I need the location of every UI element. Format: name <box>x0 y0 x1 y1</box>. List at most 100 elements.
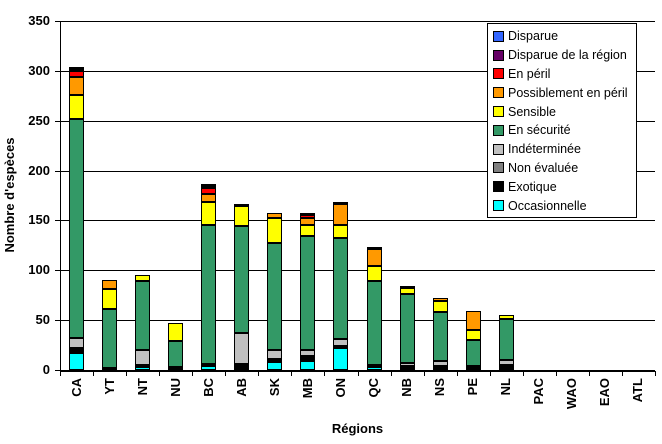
legend-swatch-icon <box>493 143 504 155</box>
bar-segment <box>432 368 448 370</box>
bar-segment <box>300 213 316 215</box>
y-tick-label: 200 <box>28 162 50 178</box>
bar-segment <box>69 77 85 95</box>
bar-segment <box>201 186 217 188</box>
bar-segment <box>300 361 316 370</box>
bar-segment <box>102 368 118 370</box>
gridline-350 <box>60 21 655 22</box>
y-tick-label: 50 <box>35 312 50 328</box>
x-category-label: PAC <box>531 378 547 405</box>
bar-segment <box>168 323 184 341</box>
legend-swatch-icon <box>493 106 504 118</box>
bar-segment <box>135 367 151 370</box>
legend-label: Exotique <box>508 179 557 194</box>
legend-swatch-icon <box>493 49 504 61</box>
gridline-100 <box>60 270 655 272</box>
bar-YT <box>102 280 118 370</box>
bar-segment <box>432 361 448 366</box>
legend-label: En sécurité <box>508 123 571 138</box>
x-category-label: QC <box>366 378 382 398</box>
bar-segment <box>498 360 514 365</box>
x-tick <box>522 371 524 376</box>
bar-segment <box>69 353 85 370</box>
bar-segment <box>366 266 382 281</box>
y-tick-label: 100 <box>28 262 50 278</box>
bar-segment <box>69 69 85 71</box>
bar-segment <box>399 286 415 288</box>
bar-segment <box>267 218 283 243</box>
bar-segment <box>432 301 448 312</box>
bar-segment <box>300 350 316 356</box>
x-axis-title: Régions <box>331 421 384 436</box>
legend-item: Occasionnelle <box>493 197 634 215</box>
legend-label: Non évaluée <box>508 160 579 175</box>
x-category-label: ON <box>332 378 348 398</box>
bar-segment <box>432 366 448 368</box>
legend-label: Sensible <box>508 104 556 119</box>
bar-segment <box>333 348 349 370</box>
bar-segment <box>465 340 481 366</box>
bar-segment <box>366 365 382 367</box>
bar-segment <box>399 294 415 363</box>
bar-segment <box>69 119 85 338</box>
bar-segment <box>267 213 283 218</box>
x-tick <box>588 371 590 376</box>
x-category-label: AB <box>233 378 249 397</box>
bar-segment <box>135 365 151 367</box>
legend-item: Disparue de la région <box>493 46 634 64</box>
bar-segment <box>432 298 448 301</box>
legend: Disparue Disparue de la région En péril Pos… <box>487 23 637 218</box>
x-tick <box>192 371 194 376</box>
x-category-label: NL <box>498 378 514 396</box>
bar-BC <box>201 184 217 370</box>
bar-segment <box>135 350 151 365</box>
legend-swatch-icon <box>493 87 504 99</box>
bar-segment <box>366 247 382 249</box>
x-tick <box>291 371 293 376</box>
bar-segment <box>234 368 250 370</box>
bar-segment <box>465 311 481 330</box>
bar-CA <box>69 67 85 370</box>
x-tick <box>258 371 260 376</box>
y-tick <box>55 21 60 22</box>
y-tick <box>55 170 60 172</box>
gridline-50 <box>60 320 655 322</box>
legend-label: En péril <box>508 66 551 81</box>
x-category-label: ATL <box>630 378 646 403</box>
bar-NU <box>168 323 184 370</box>
bar-NS <box>432 298 448 370</box>
bar-segment <box>498 368 514 370</box>
bar-segment <box>366 249 382 266</box>
x-category-label: NB <box>399 378 415 397</box>
y-tick <box>55 70 60 72</box>
bar-segment <box>465 368 481 370</box>
bar-segment <box>333 346 349 348</box>
bar-segment <box>234 206 250 226</box>
bar-segment <box>102 289 118 309</box>
x-category-label: PE <box>465 378 481 396</box>
bar-segment <box>267 359 283 362</box>
x-category-label: SK <box>266 378 282 397</box>
bar-segment <box>498 365 514 368</box>
bar-segment <box>465 366 481 368</box>
x-tick <box>126 371 128 376</box>
legend-item: Sensible <box>493 103 634 121</box>
bar-segment <box>201 194 217 202</box>
bar-segment <box>498 315 514 319</box>
x-category-label: MB <box>299 378 315 399</box>
bar-AB <box>234 204 250 370</box>
bar-NL <box>498 315 514 370</box>
bar-segment <box>69 95 85 119</box>
legend-item: En péril <box>493 65 634 83</box>
legend-swatch-icon <box>493 162 504 174</box>
y-axis-title: Nombre d'espèces <box>2 137 17 253</box>
bar-segment <box>300 225 316 236</box>
bar-segment <box>300 236 316 350</box>
bar-segment <box>333 238 349 339</box>
gridline-250 <box>60 120 655 122</box>
bar-segment <box>135 281 151 350</box>
x-category-label: NU <box>167 378 183 397</box>
legend-item: En sécurité <box>493 121 634 139</box>
y-tick <box>55 270 60 272</box>
